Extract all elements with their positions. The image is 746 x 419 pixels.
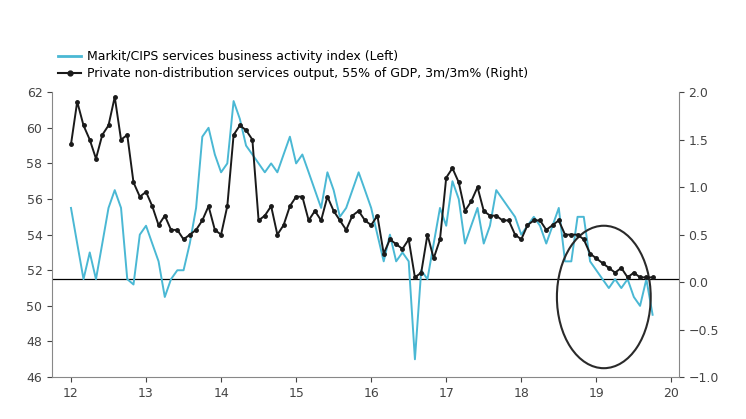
Legend: Markit/CIPS services business activity index (Left), Private non-distribution se: Markit/CIPS services business activity i… (58, 50, 528, 80)
